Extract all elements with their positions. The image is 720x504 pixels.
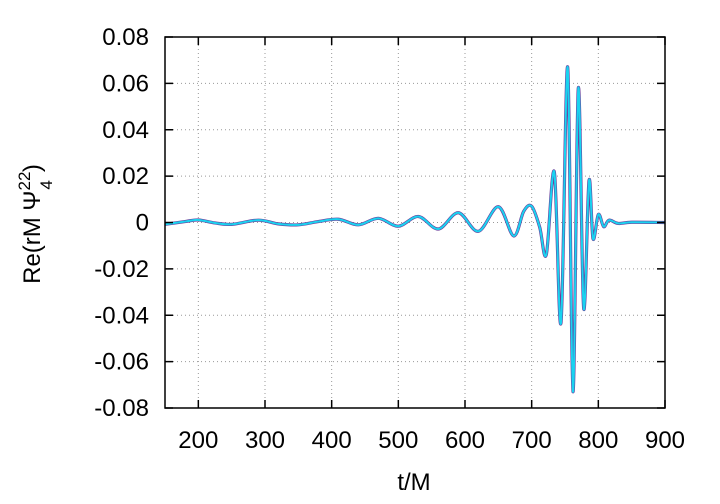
y-tick-label: 0.06 (102, 70, 149, 97)
x-tick-label: 900 (645, 427, 685, 454)
psi-symbol: Ψ (19, 191, 46, 211)
series-line-1 (164, 65, 666, 394)
tick-marks (165, 36, 666, 409)
series-layer (164, 65, 666, 394)
x-tick-label: 500 (378, 427, 418, 454)
y-tick-label: 0.04 (102, 117, 149, 144)
x-tick-label: 200 (178, 427, 218, 454)
y-tick-label: 0.02 (102, 163, 149, 190)
x-tick-labels: 200 300 400 500 600 700 800 900 (178, 427, 685, 454)
y-tick-label: -0.06 (94, 349, 149, 376)
x-tick-label: 600 (445, 427, 485, 454)
y-tick-label: 0 (136, 210, 149, 237)
x-tick-label: 700 (512, 427, 552, 454)
y-axis-title-suffix: ) (19, 164, 46, 172)
y-tick-label: -0.02 (94, 256, 149, 283)
x-axis-title: t/M (397, 469, 430, 496)
y-axis-title-superscript: 22 (15, 172, 34, 191)
y-axis-title: Re(rM Ψ22 4) (15, 164, 56, 284)
y-axis-title-prefix: Re(rM (19, 211, 46, 284)
x-tick-label: 300 (245, 427, 285, 454)
x-tick-label: 800 (578, 427, 618, 454)
series-line-2 (164, 66, 666, 393)
y-tick-label: -0.08 (94, 395, 149, 422)
y-tick-label: -0.04 (94, 302, 149, 329)
y-axis-title-subscript: 4 (37, 180, 56, 189)
x-tick-label: 400 (312, 427, 352, 454)
y-tick-label: 0.08 (102, 24, 149, 51)
y-tick-labels: 0.08 0.06 0.04 0.02 0 -0.02 -0.04 -0.06 -0.08 (94, 24, 149, 422)
